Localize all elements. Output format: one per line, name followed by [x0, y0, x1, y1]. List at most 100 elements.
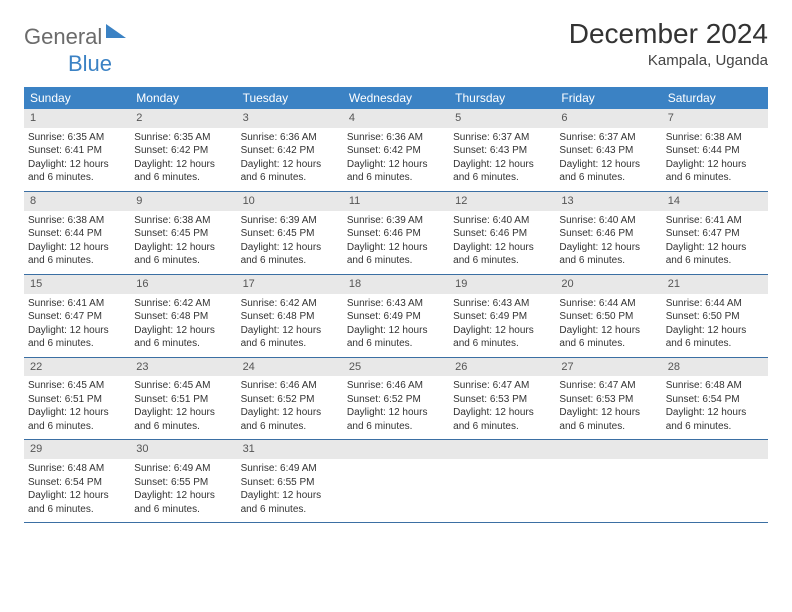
day-cell: 13Sunrise: 6:40 AMSunset: 6:46 PMDayligh…: [555, 192, 661, 274]
sunrise-line: Sunrise: 6:48 AM: [666, 379, 764, 393]
day-cell: 26Sunrise: 6:47 AMSunset: 6:53 PMDayligh…: [449, 358, 555, 440]
day-cell: 2Sunrise: 6:35 AMSunset: 6:42 PMDaylight…: [130, 109, 236, 191]
day-cell: 10Sunrise: 6:39 AMSunset: 6:45 PMDayligh…: [237, 192, 343, 274]
daylight-line: Daylight: 12 hours and 6 minutes.: [453, 406, 551, 433]
daylight-line: Daylight: 12 hours and 6 minutes.: [134, 406, 232, 433]
day-of-week-header: SundayMondayTuesdayWednesdayThursdayFrid…: [24, 87, 768, 109]
dow-cell: Friday: [555, 87, 661, 109]
daylight-line: Daylight: 12 hours and 6 minutes.: [241, 489, 339, 516]
day-number: [662, 440, 768, 459]
daylight-line: Daylight: 12 hours and 6 minutes.: [28, 324, 126, 351]
sunset-line: Sunset: 6:45 PM: [241, 227, 339, 241]
day-cell: 28 Sunrise: 6:48 AMSunset: 6:54 PMDayligh…: [662, 358, 768, 440]
sunrise-line: Sunrise: 6:48 AM: [28, 462, 126, 476]
day-number: 28: [662, 358, 768, 377]
day-cell: 20Sunrise: 6:44 AMSunset: 6:50 PMDayligh…: [555, 275, 661, 357]
day-number: [449, 440, 555, 459]
daylight-line: Daylight: 12 hours and 6 minutes.: [241, 324, 339, 351]
day-cell: 18Sunrise: 6:43 AMSunset: 6:49 PMDayligh…: [343, 275, 449, 357]
day-cell: 27Sunrise: 6:47 AMSunset: 6:53 PMDayligh…: [555, 358, 661, 440]
sunrise-line: Sunrise: 6:35 AM: [28, 131, 126, 145]
daylight-line: Daylight: 12 hours and 6 minutes.: [28, 406, 126, 433]
day-cell: 1Sunrise: 6:35 AMSunset: 6:41 PMDaylight…: [24, 109, 130, 191]
sunset-line: Sunset: 6:54 PM: [666, 393, 764, 407]
daylight-line: Daylight: 12 hours and 6 minutes.: [347, 158, 445, 185]
dow-cell: Saturday: [662, 87, 768, 109]
brand-logo: General: [24, 24, 126, 50]
day-number: [343, 440, 449, 459]
day-number: 18: [343, 275, 449, 294]
day-cell: 16Sunrise: 6:42 AMSunset: 6:48 PMDayligh…: [130, 275, 236, 357]
sunrise-line: Sunrise: 6:42 AM: [241, 297, 339, 311]
day-number: [555, 440, 661, 459]
daylight-line: Daylight: 12 hours and 6 minutes.: [666, 324, 764, 351]
sunrise-line: Sunrise: 6:35 AM: [134, 131, 232, 145]
sunset-line: Sunset: 6:51 PM: [134, 393, 232, 407]
day-cell: 21Sunrise: 6:44 AMSunset: 6:50 PMDayligh…: [662, 275, 768, 357]
sunset-line: Sunset: 6:46 PM: [559, 227, 657, 241]
sunrise-line: Sunrise: 6:38 AM: [666, 131, 764, 145]
day-number: 2: [130, 109, 236, 128]
day-number: 31: [237, 440, 343, 459]
brand-part1: General: [24, 24, 102, 50]
week-row: 15Sunrise: 6:41 AMSunset: 6:47 PMDayligh…: [24, 275, 768, 358]
day-cell: 8Sunrise: 6:38 AMSunset: 6:44 PMDaylight…: [24, 192, 130, 274]
day-number: 15: [24, 275, 130, 294]
calendar-page: General December 2024 Kampala, Uganda Bl…: [0, 0, 792, 541]
day-number: 30: [130, 440, 236, 459]
day-number: 3: [237, 109, 343, 128]
day-number: 22: [24, 358, 130, 377]
day-cell: 23Sunrise: 6:45 AMSunset: 6:51 PMDayligh…: [130, 358, 236, 440]
day-cell: 24Sunrise: 6:46 AMSunset: 6:52 PMDayligh…: [237, 358, 343, 440]
brand-part2: Blue: [68, 51, 112, 76]
day-number: 4: [343, 109, 449, 128]
day-cell: [449, 440, 555, 522]
sunrise-line: Sunrise: 6:40 AM: [559, 214, 657, 228]
day-cell: 4Sunrise: 6:36 AMSunset: 6:42 PMDaylight…: [343, 109, 449, 191]
day-number: 27: [555, 358, 661, 377]
sunset-line: Sunset: 6:53 PM: [453, 393, 551, 407]
daylight-line: Daylight: 12 hours and 6 minutes.: [559, 406, 657, 433]
sunset-line: Sunset: 6:49 PM: [453, 310, 551, 324]
sunrise-line: Sunrise: 6:36 AM: [347, 131, 445, 145]
sunrise-line: Sunrise: 6:36 AM: [241, 131, 339, 145]
sunrise-line: Sunrise: 6:49 AM: [241, 462, 339, 476]
sunrise-line: Sunrise: 6:43 AM: [453, 297, 551, 311]
daylight-line: Daylight: 12 hours and 6 minutes.: [28, 158, 126, 185]
day-number: 16: [130, 275, 236, 294]
sunset-line: Sunset: 6:55 PM: [134, 476, 232, 490]
sunrise-line: Sunrise: 6:37 AM: [453, 131, 551, 145]
day-cell: 30Sunrise: 6:49 AMSunset: 6:55 PMDayligh…: [130, 440, 236, 522]
title-block: December 2024 Kampala, Uganda: [569, 18, 768, 69]
dow-cell: Thursday: [449, 87, 555, 109]
daylight-line: Daylight: 12 hours and 6 minutes.: [134, 241, 232, 268]
daylight-line: Daylight: 12 hours and 6 minutes.: [347, 241, 445, 268]
day-number: 20: [555, 275, 661, 294]
location-label: Kampala, Uganda: [569, 52, 768, 69]
daylight-line: Daylight: 12 hours and 6 minutes.: [453, 158, 551, 185]
daylight-line: Daylight: 12 hours and 6 minutes.: [666, 241, 764, 268]
day-cell: 15Sunrise: 6:41 AMSunset: 6:47 PMDayligh…: [24, 275, 130, 357]
day-cell: [555, 440, 661, 522]
day-number: 13: [555, 192, 661, 211]
sunset-line: Sunset: 6:55 PM: [241, 476, 339, 490]
day-cell: 3Sunrise: 6:36 AMSunset: 6:42 PMDaylight…: [237, 109, 343, 191]
daylight-line: Daylight: 12 hours and 6 minutes.: [28, 241, 126, 268]
day-cell: 31 Sunrise: 6:49 AMSunset: 6:55 PMDayligh…: [237, 440, 343, 522]
sunset-line: Sunset: 6:43 PM: [453, 144, 551, 158]
week-row: 1Sunrise: 6:35 AMSunset: 6:41 PMDaylight…: [24, 109, 768, 192]
day-number: 25: [343, 358, 449, 377]
day-number: 19: [449, 275, 555, 294]
day-cell: 6Sunrise: 6:37 AMSunset: 6:43 PMDaylight…: [555, 109, 661, 191]
sunset-line: Sunset: 6:49 PM: [347, 310, 445, 324]
daylight-line: Daylight: 12 hours and 6 minutes.: [666, 406, 764, 433]
month-title: December 2024: [569, 18, 768, 50]
daylight-line: Daylight: 12 hours and 6 minutes.: [241, 406, 339, 433]
sunrise-line: Sunrise: 6:41 AM: [28, 297, 126, 311]
day-number: 29: [24, 440, 130, 459]
sunrise-line: Sunrise: 6:41 AM: [666, 214, 764, 228]
sunrise-line: Sunrise: 6:39 AM: [347, 214, 445, 228]
day-cell: 25Sunrise: 6:46 AMSunset: 6:52 PMDayligh…: [343, 358, 449, 440]
day-cell: 19 Sunrise: 6:43 AMSunset: 6:49 PMDayligh…: [449, 275, 555, 357]
daylight-line: Daylight: 12 hours and 6 minutes.: [453, 324, 551, 351]
